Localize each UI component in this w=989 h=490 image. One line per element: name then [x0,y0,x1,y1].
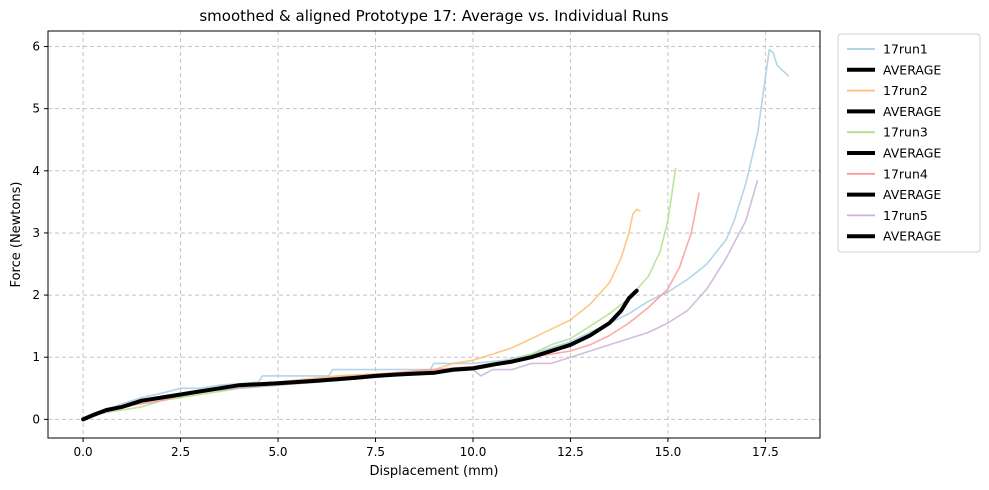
y-tick-label: 0 [32,412,40,426]
series-line-17run3 [82,167,677,421]
legend-label: AVERAGE [883,62,941,77]
average-lines [81,288,639,422]
legend-label: 17run2 [883,83,928,98]
y-tick-label: 6 [32,40,40,54]
y-axis: 0 1 2 3 4 5 6 [32,40,48,426]
legend-label: 17run1 [883,42,928,57]
x-tick-label: 10.0 [460,445,487,459]
x-tick-label: 7.5 [366,445,385,459]
series-line-average [81,288,639,422]
legend-label: 17run4 [883,166,928,181]
legend-label: 17run5 [883,208,928,223]
y-tick-label: 4 [32,164,40,178]
series-line-17run4 [82,192,700,421]
legend-label: AVERAGE [883,229,941,244]
chart-title: smoothed & aligned Prototype 17: Average… [199,7,668,25]
series-layer [81,48,790,422]
series-line-17run1 [82,48,790,421]
y-tick-label: 3 [32,226,40,240]
legend: 17run1 AVERAGE 17run2 AVERAGE 17run3 AVERAGE 1… [837,33,981,253]
series-line-17run2 [82,208,641,421]
grid-lines [48,31,820,438]
legend-label: AVERAGE [883,146,941,161]
x-tick-label: 12.5 [557,445,584,459]
x-tick-label: 2.5 [171,445,190,459]
x-tick-label: 17.5 [752,445,779,459]
legend-label: AVERAGE [883,187,941,202]
legend-label: AVERAGE [883,104,941,119]
legend-label: 17run3 [883,125,928,140]
y-axis-label: Force (Newtons) [9,182,24,288]
legend-box [837,33,981,253]
x-tick-label: 15.0 [655,445,682,459]
y-tick-label: 5 [32,102,40,116]
series-line-17run5 [82,179,759,421]
x-tick-label: 0.0 [74,445,93,459]
plot-frame [47,30,821,439]
x-axis: 0.0 2.5 5.0 7.5 10.0 12.5 15.0 17.5 [74,438,779,459]
x-axis-label: Displacement (mm) [370,464,499,479]
y-tick-label: 1 [32,350,40,364]
x-tick-label: 5.0 [268,445,287,459]
run-lines [82,48,790,421]
y-tick-label: 2 [32,288,40,302]
